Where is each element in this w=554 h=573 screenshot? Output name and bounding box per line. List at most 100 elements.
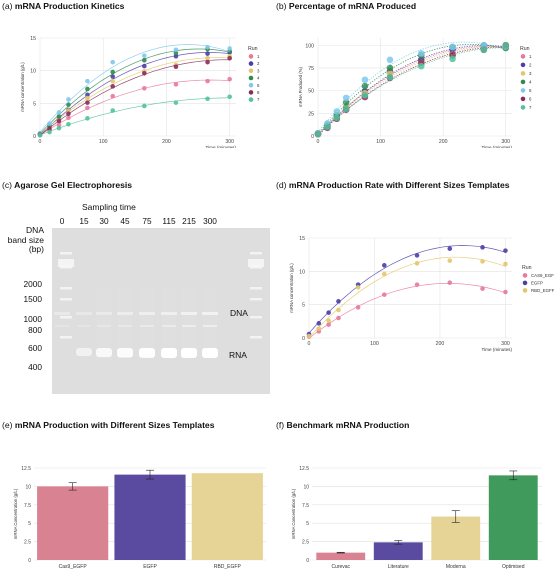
data-point	[66, 121, 71, 127]
gel-rna-label: RNA	[229, 350, 247, 360]
data-point	[503, 289, 508, 295]
data-point	[417, 62, 425, 70]
legend-title: Run	[248, 46, 258, 52]
dna-band	[55, 325, 69, 327]
panel-e-title: (e) mRNA Production with Different Sizes…	[2, 420, 215, 430]
panel-f-title: (f) Benchmark mRNA Production	[276, 420, 410, 430]
data-point	[56, 110, 62, 115]
x-tick-label: 100	[376, 139, 385, 145]
data-point	[336, 315, 341, 321]
ladder-band	[60, 336, 72, 339]
data-point	[333, 114, 341, 122]
data-point	[173, 47, 179, 53]
data-point	[342, 105, 350, 113]
data-point	[110, 69, 116, 75]
gel-lane-label: 215	[182, 216, 196, 226]
series-fit-line	[317, 45, 506, 136]
panel-d-title: (d) mRNA Production Rate with Different …	[276, 180, 510, 190]
gel-lane-label: 30	[99, 216, 109, 226]
series-fit-line	[308, 245, 506, 334]
legend-marker	[248, 97, 254, 102]
ladder-band	[250, 266, 262, 269]
data-point	[306, 333, 312, 339]
data-point	[449, 55, 456, 63]
panel-a-title: (a) mRNA Production Kinetics	[2, 1, 125, 11]
y-tick-label: 10	[299, 269, 305, 275]
y-tick-label: 7.5	[302, 503, 309, 509]
data-point	[227, 46, 232, 51]
gel-lane-label: 0	[59, 216, 65, 226]
data-point	[502, 41, 510, 49]
x-tick-label: 200	[436, 341, 445, 347]
data-point	[227, 55, 232, 61]
sampling-time-label: Sampling time	[82, 202, 136, 212]
data-point	[227, 94, 232, 100]
data-point	[110, 108, 116, 113]
data-point	[110, 59, 116, 65]
series-fit-line	[39, 48, 230, 135]
data-point	[142, 53, 147, 58]
series-fit-line	[39, 79, 230, 136]
series-fit-line	[39, 57, 230, 135]
data-point	[503, 248, 508, 253]
series-fit-line	[317, 41, 506, 133]
y-tick-label: 15	[30, 36, 36, 42]
data-point	[414, 282, 420, 287]
data-point	[173, 100, 179, 105]
data-point	[85, 86, 90, 92]
data-point	[142, 86, 147, 91]
ladder-band	[250, 298, 262, 301]
y-tick-label: 5	[33, 101, 36, 107]
ladder-band	[60, 298, 72, 301]
dna-band	[182, 325, 196, 327]
x-tick-label: 200	[162, 139, 171, 145]
bar	[373, 542, 423, 560]
data-point	[227, 76, 232, 82]
data-point	[47, 129, 52, 135]
lane-smear	[203, 288, 217, 348]
legend-title: Run	[520, 46, 530, 52]
x-tick-label: 0	[308, 341, 311, 347]
x-tick-label: 300	[225, 139, 234, 145]
x-tick-label: Curevac	[331, 564, 350, 570]
y-tick-label: 0	[33, 134, 36, 140]
data-point	[503, 261, 508, 267]
data-point	[361, 82, 369, 90]
series-fit-line	[39, 52, 230, 136]
data-point	[173, 50, 179, 56]
data-point	[173, 82, 179, 87]
legend-label: 7	[529, 105, 532, 110]
data-point	[417, 50, 425, 57]
data-point	[355, 305, 361, 310]
panel-e-chart: 0 2.5 5 7.5 10 12.5 mRNA Concentration (g/L) Ca…	[13, 466, 266, 570]
y-tick-label: 100	[305, 43, 314, 49]
band-size-label: DNA band size (bp)	[7, 225, 44, 254]
x-tick-label: 300	[501, 139, 510, 145]
y-tick-label: 5	[28, 521, 31, 527]
panel-f-chart: 0 2.5 5 7.5 10 12.5 mRNA Concentration (g/L) Cu…	[291, 466, 542, 570]
y-tick-label: 10	[30, 69, 36, 75]
data-point	[85, 116, 90, 121]
dna-band	[54, 312, 70, 315]
rna-band	[96, 348, 112, 358]
data-point	[85, 78, 90, 84]
lane-smear	[97, 288, 111, 348]
data-point	[142, 103, 147, 109]
x-tick-label: EGFP	[143, 564, 157, 570]
legend-marker	[520, 54, 526, 59]
data-point	[333, 108, 341, 115]
data-point	[110, 84, 116, 89]
data-point	[205, 78, 210, 84]
legend-label: 7	[257, 97, 260, 102]
ladder-band	[250, 252, 262, 255]
y-axis-label: mRNA concentration (g/L)	[20, 62, 25, 112]
data-point	[480, 286, 485, 291]
dna-band	[161, 312, 177, 315]
data-point	[47, 126, 52, 132]
data-point	[361, 76, 369, 84]
data-point	[205, 51, 210, 56]
dna-band	[181, 312, 197, 315]
y-axis-label: mRNA Produced (%)	[298, 66, 303, 106]
y-tick-label: 0	[28, 558, 31, 564]
